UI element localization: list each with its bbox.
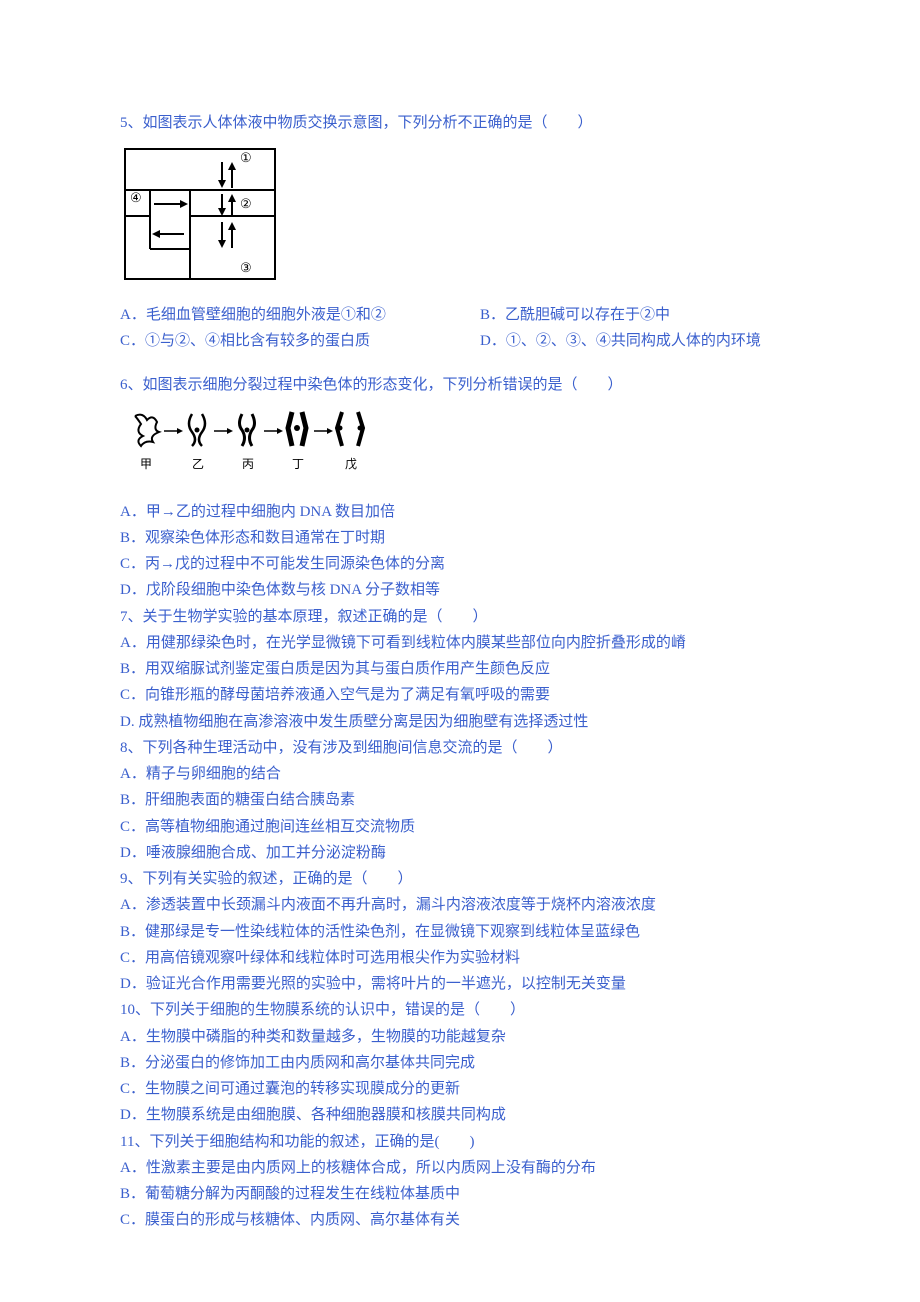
svg-text:乙: 乙 xyxy=(192,457,204,471)
q10-opt-d: D．生物膜系统是由细胞膜、各种细胞器膜和核膜共同构成 xyxy=(120,1102,800,1128)
q5-figure: ① ② ③ ④ xyxy=(120,144,800,293)
svg-text:④: ④ xyxy=(130,190,142,205)
svg-text:②: ② xyxy=(240,196,252,211)
q11-opt-b: B．葡萄糖分解为丙酮酸的过程发生在线粒体基质中 xyxy=(120,1181,800,1207)
q5-opt-b: B．乙酰胆碱可以存在于②中 xyxy=(480,302,800,328)
q8-opt-b: B．肝细胞表面的糖蛋白结合胰岛素 xyxy=(120,787,800,813)
q5-opt-c: C．①与②、④相比含有较多的蛋白质 xyxy=(120,328,440,354)
svg-text:丁: 丁 xyxy=(292,457,304,471)
q5-opt-d: D．①、②、③、④共同构成人体的内环境 xyxy=(480,328,800,354)
q6-opt-d: D．戊阶段细胞中染色体数与核 DNA 分子数相等 xyxy=(120,577,800,603)
svg-text:①: ① xyxy=(240,150,252,165)
svg-text:丙: 丙 xyxy=(242,457,254,471)
q11-opt-c: C．膜蛋白的形成与核糖体、内质网、高尔基体有关 xyxy=(120,1207,800,1233)
q6-opt-a: A．甲→乙的过程中细胞内 DNA 数目加倍 xyxy=(120,499,800,525)
q9-opt-a: A．渗透装置中长颈漏斗内液面不再升高时，漏斗内溶液浓度等于烧杯内溶液浓度 xyxy=(120,892,800,918)
q10-stem: 10、下列关于细胞的生物膜系统的认识中，错误的是（ ） xyxy=(120,997,800,1023)
q10-opt-a: A．生物膜中磷脂的种类和数量越多，生物膜的功能越复杂 xyxy=(120,1024,800,1050)
q7-opt-b: B．用双缩脲试剂鉴定蛋白质是因为其与蛋白质作用产生颜色反应 xyxy=(120,656,800,682)
q10-opt-b: B．分泌蛋白的修饰加工由内质网和高尔基体共同完成 xyxy=(120,1050,800,1076)
q9-opt-c: C．用高倍镜观察叶绿体和线粒体时可选用根尖作为实验材料 xyxy=(120,945,800,971)
svg-text:戊: 戊 xyxy=(345,457,357,471)
q6-stem: 6、如图表示细胞分裂过程中染色体的形态变化，下列分析错误的是（ ） xyxy=(120,372,800,398)
q7-stem: 7、关于生物学实验的基本原理，叙述正确的是（ ） xyxy=(120,604,800,630)
q11-stem: 11、下列关于细胞结构和功能的叙述，正确的是( ) xyxy=(120,1129,800,1155)
q8-opt-a: A．精子与卵细胞的结合 xyxy=(120,761,800,787)
q6-opt-b: B．观察染色体形态和数目通常在丁时期 xyxy=(120,525,800,551)
q5-stem: 5、如图表示人体体液中物质交换示意图，下列分析不正确的是（ ） xyxy=(120,110,800,136)
svg-text:③: ③ xyxy=(240,260,252,275)
q11-opt-a: A．性激素主要是由内质网上的核糖体合成，所以内质网上没有酶的分布 xyxy=(120,1155,800,1181)
q7-opt-a: A．用健那绿染色时，在光学显微镜下可看到线粒体内膜某些部位向内腔折叠形成的嵴 xyxy=(120,630,800,656)
q5-opt-a: A．毛细血管壁细胞的细胞外液是①和② xyxy=(120,302,440,328)
q6-figure: 甲 乙 丙 丁 戊 xyxy=(120,406,800,490)
svg-text:甲: 甲 xyxy=(140,457,152,471)
q8-opt-c: C．高等植物细胞通过胞间连丝相互交流物质 xyxy=(120,814,800,840)
q8-stem: 8、下列各种生理活动中，没有涉及到细胞间信息交流的是（ ） xyxy=(120,735,800,761)
q8-opt-d: D．唾液腺细胞合成、加工并分泌淀粉酶 xyxy=(120,840,800,866)
q10-opt-c: C．生物膜之间可通过囊泡的转移实现膜成分的更新 xyxy=(120,1076,800,1102)
q7-opt-d: D. 成熟植物细胞在高渗溶液中发生质壁分离是因为细胞壁有选择透过性 xyxy=(120,709,800,735)
q9-stem: 9、下列有关实验的叙述，正确的是（ ） xyxy=(120,866,800,892)
q6-opt-c: C．丙→戊的过程中不可能发生同源染色体的分离 xyxy=(120,551,800,577)
q9-opt-d: D．验证光合作用需要光照的实验中，需将叶片的一半遮光，以控制无关变量 xyxy=(120,971,800,997)
q7-opt-c: C．向锥形瓶的酵母菌培养液通入空气是为了满足有氧呼吸的需要 xyxy=(120,682,800,708)
q9-opt-b: B．健那绿是专一性染线粒体的活性染色剂，在显微镜下观察到线粒体呈蓝绿色 xyxy=(120,919,800,945)
